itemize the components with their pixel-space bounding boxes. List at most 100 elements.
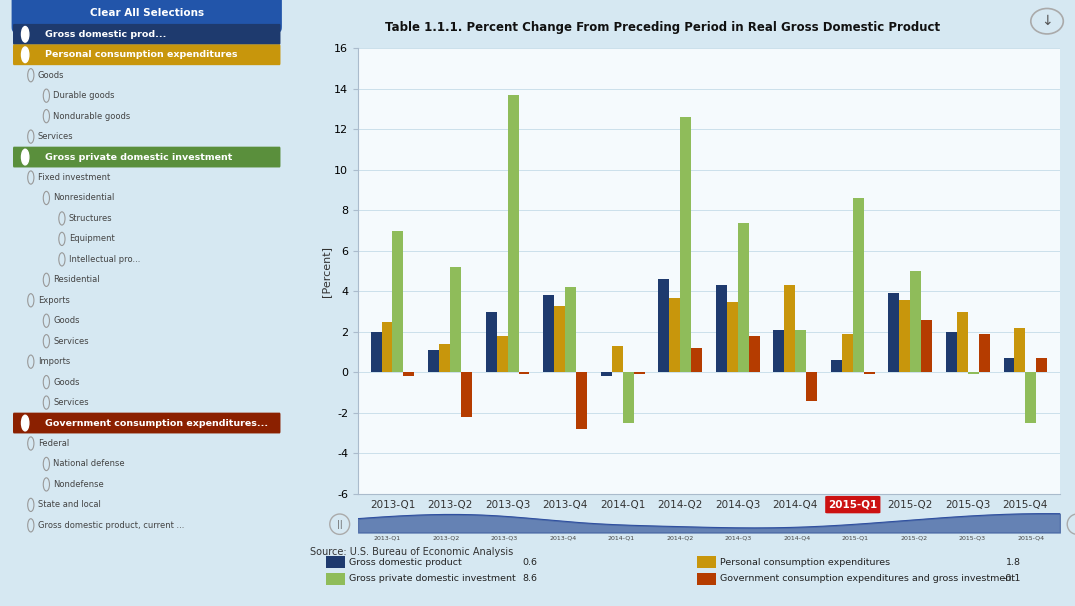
Bar xyxy=(1004,358,1015,373)
FancyBboxPatch shape xyxy=(13,413,281,433)
Text: 2014-Q3: 2014-Q3 xyxy=(725,535,751,540)
Bar xyxy=(748,336,760,373)
Y-axis label: [Percent]: [Percent] xyxy=(321,245,331,297)
Bar xyxy=(831,360,842,373)
Text: Equipment: Equipment xyxy=(69,235,115,244)
Bar xyxy=(555,305,565,373)
Bar xyxy=(888,293,900,373)
Bar xyxy=(1026,373,1036,423)
Bar xyxy=(842,334,852,373)
Circle shape xyxy=(22,27,29,42)
Bar xyxy=(658,279,670,373)
Text: 2015-Q2: 2015-Q2 xyxy=(888,500,933,510)
Text: 2014-Q4: 2014-Q4 xyxy=(783,535,811,540)
Text: 2013-Q2: 2013-Q2 xyxy=(428,500,473,510)
Text: 2014-Q4: 2014-Q4 xyxy=(773,500,818,510)
Bar xyxy=(968,373,979,375)
Text: 2015-Q1: 2015-Q1 xyxy=(842,535,869,540)
FancyBboxPatch shape xyxy=(826,496,880,513)
Bar xyxy=(979,334,990,373)
Text: Goods: Goods xyxy=(54,378,80,387)
Text: Services: Services xyxy=(54,398,89,407)
Bar xyxy=(461,373,472,417)
Bar xyxy=(601,373,612,376)
Text: 2015-Q4: 2015-Q4 xyxy=(1003,500,1048,510)
Text: 2013-Q1: 2013-Q1 xyxy=(370,500,415,510)
Bar xyxy=(773,330,785,373)
Bar xyxy=(737,222,748,373)
Text: 1.8: 1.8 xyxy=(1006,558,1021,567)
Text: Personal consumption expenditures: Personal consumption expenditures xyxy=(720,558,890,567)
Text: Gross private domestic investment: Gross private domestic investment xyxy=(45,153,232,162)
Bar xyxy=(518,373,530,375)
FancyBboxPatch shape xyxy=(13,147,281,167)
FancyBboxPatch shape xyxy=(13,44,281,65)
Text: Services: Services xyxy=(54,337,89,345)
Bar xyxy=(1015,328,1026,373)
Text: -0.1: -0.1 xyxy=(1003,574,1021,583)
Text: Goods: Goods xyxy=(38,71,64,80)
Bar xyxy=(727,302,737,373)
Text: 2014-Q1: 2014-Q1 xyxy=(600,500,645,510)
Text: 2013-Q1: 2013-Q1 xyxy=(374,535,401,540)
Bar xyxy=(806,373,817,401)
Bar xyxy=(622,373,633,423)
Text: Imports: Imports xyxy=(38,357,70,366)
Text: Government consumption expenditures and gross investment: Government consumption expenditures and … xyxy=(720,574,1015,583)
Bar xyxy=(507,95,518,373)
Bar xyxy=(785,285,796,373)
Bar xyxy=(403,373,414,376)
Text: Nonresidential: Nonresidential xyxy=(54,193,115,202)
Text: Gross domestic prod...: Gross domestic prod... xyxy=(45,30,167,39)
Text: 0.6: 0.6 xyxy=(522,558,538,567)
Text: 2015-Q3: 2015-Q3 xyxy=(959,535,986,540)
Text: Gross domestic product, current ...: Gross domestic product, current ... xyxy=(38,521,184,530)
Text: ||: || xyxy=(336,520,343,528)
Text: 2015-Q1: 2015-Q1 xyxy=(828,500,877,510)
Text: 2014-Q2: 2014-Q2 xyxy=(658,500,703,510)
Circle shape xyxy=(22,47,29,62)
Text: Goods: Goods xyxy=(54,316,80,325)
Bar xyxy=(911,271,921,373)
Bar xyxy=(428,350,439,373)
Text: Clear All Selections: Clear All Selections xyxy=(89,8,204,18)
Text: 2015-Q2: 2015-Q2 xyxy=(900,535,928,540)
Text: 2014-Q2: 2014-Q2 xyxy=(666,535,693,540)
Text: Exports: Exports xyxy=(38,296,70,305)
Text: Gross private domestic investment: Gross private domestic investment xyxy=(349,574,516,583)
Bar xyxy=(543,296,555,373)
FancyBboxPatch shape xyxy=(12,0,282,32)
Bar xyxy=(716,285,727,373)
Bar xyxy=(1036,358,1047,373)
Bar xyxy=(371,332,382,373)
Text: Structures: Structures xyxy=(69,214,113,223)
Bar xyxy=(382,322,392,373)
Bar xyxy=(921,320,932,373)
Bar xyxy=(796,330,806,373)
Text: 2014-Q3: 2014-Q3 xyxy=(715,500,760,510)
Text: Services: Services xyxy=(38,132,73,141)
Text: Residential: Residential xyxy=(54,275,100,284)
FancyBboxPatch shape xyxy=(13,24,281,45)
Text: Personal consumption expenditures: Personal consumption expenditures xyxy=(45,50,238,59)
Text: Federal: Federal xyxy=(38,439,69,448)
Text: Nondurable goods: Nondurable goods xyxy=(54,112,131,121)
Text: Intellectual pro...: Intellectual pro... xyxy=(69,255,141,264)
Bar xyxy=(565,287,576,373)
Text: 2013-Q4: 2013-Q4 xyxy=(543,500,588,510)
Text: Nondefense: Nondefense xyxy=(54,480,104,489)
Text: National defense: National defense xyxy=(54,459,125,468)
Bar xyxy=(863,373,875,375)
Text: 2015-Q3: 2015-Q3 xyxy=(945,500,990,510)
Bar xyxy=(633,373,645,375)
Bar xyxy=(957,311,968,373)
Bar xyxy=(670,298,680,373)
Text: Fixed investment: Fixed investment xyxy=(38,173,110,182)
Bar xyxy=(852,198,863,373)
Bar xyxy=(900,299,911,373)
Text: 2014-Q1: 2014-Q1 xyxy=(607,535,634,540)
Text: 8.6: 8.6 xyxy=(522,574,538,583)
Bar xyxy=(680,118,691,373)
Circle shape xyxy=(22,415,29,431)
Text: Gross domestic product: Gross domestic product xyxy=(349,558,462,567)
